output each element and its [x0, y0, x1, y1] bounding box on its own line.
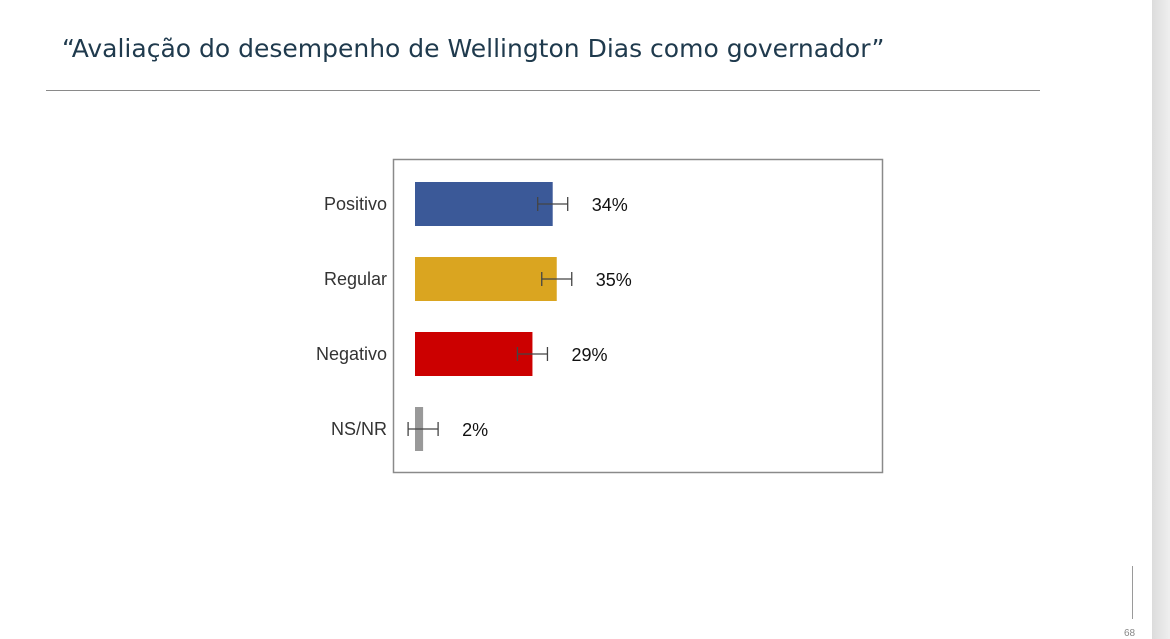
- bar-regular: [415, 257, 557, 301]
- category-label: Positivo: [324, 194, 387, 214]
- error-bar: [516, 347, 549, 361]
- error-bar: [541, 272, 573, 286]
- error-bar: [537, 197, 569, 211]
- page-side-line: [1132, 566, 1133, 619]
- chart-frame: [392, 158, 884, 474]
- value-label: 34%: [592, 195, 628, 215]
- category-label: Negativo: [316, 344, 387, 364]
- slide-title: “Avaliação do desempenho de Wellington D…: [62, 34, 885, 63]
- bar-negativo: [415, 332, 533, 376]
- category-label: NS/NR: [331, 419, 387, 439]
- page-number: 68: [1124, 628, 1136, 639]
- bar-positivo: [415, 182, 553, 226]
- category-label: Regular: [324, 269, 387, 289]
- slide-edge-shadow: [1152, 0, 1170, 639]
- value-label: 29%: [571, 345, 607, 365]
- title-divider: [46, 90, 1040, 91]
- value-label: 35%: [596, 270, 632, 290]
- error-bar: [407, 422, 439, 436]
- value-label: 2%: [462, 420, 488, 440]
